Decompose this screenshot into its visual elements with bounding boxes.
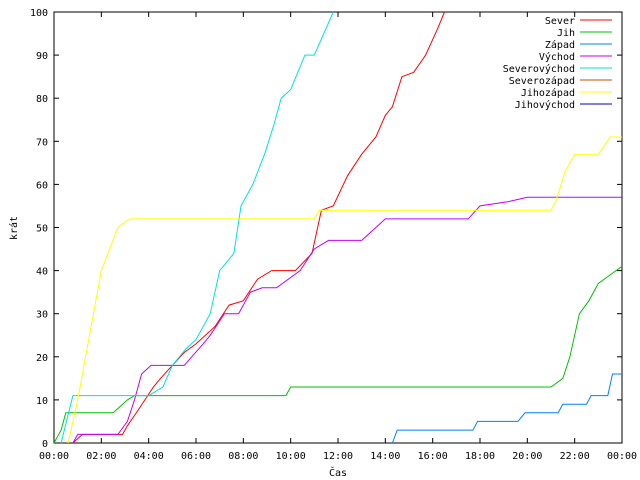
x-tick-label: 10:00 [276,451,306,462]
legend-label: Západ [545,39,575,51]
y-tick-label: 30 [36,310,48,321]
x-axis-label: Čas [329,466,347,479]
x-tick-label: 06:00 [181,451,211,462]
legend-label: Východ [539,51,575,63]
series-line [72,196,622,444]
x-tick-label: 02:00 [86,451,116,462]
series-line [391,373,622,444]
x-tick-label: 18:00 [465,451,495,462]
legend-label: Severozápad [509,75,575,87]
y-tick-label: 40 [36,267,48,278]
y-axis: 0 10 20 30 40 50 60 70 80 90 100 [30,8,622,450]
series-line [53,265,623,444]
x-tick-label: 04:00 [134,451,164,462]
y-axis-label: krát [8,216,20,240]
series-layer [53,11,623,444]
y-tick-label: 50 [36,224,48,235]
y-tick-label: 80 [36,94,48,105]
legend-label: Jihozápad [521,87,575,99]
x-axis: 00:00 02:00 04:00 06:00 08:00 10:00 12:00 14:00… [39,12,637,462]
series-line [60,11,334,444]
series-line [67,136,622,444]
legend-label: Jihovýchod [515,99,575,111]
legend-label: Jih [557,28,575,39]
y-tick-label: 100 [30,8,48,19]
y-tick-label: 60 [36,180,48,191]
series-line [72,11,445,444]
y-tick-label: 70 [36,137,48,148]
x-tick-label: 22:00 [560,451,590,462]
x-tick-label: 14:00 [370,451,400,462]
x-tick-label: 12:00 [323,451,353,462]
y-tick-label: 20 [36,353,48,364]
legend: SeverJihZápadVýchodSeverovýchodSeverozáp… [503,16,612,111]
y-tick-label: 10 [36,396,48,407]
legend-label: Sever [545,16,575,27]
x-tick-label: 20:00 [512,451,542,462]
x-tick-label: 00:00 [39,451,69,462]
legend-label: Severovýchod [503,63,575,75]
x-tick-label: 00:00 [607,451,637,462]
x-tick-label: 08:00 [228,451,258,462]
y-tick-label: 90 [36,51,48,62]
x-tick-label: 16:00 [418,451,448,462]
y-tick-label: 0 [42,439,48,450]
